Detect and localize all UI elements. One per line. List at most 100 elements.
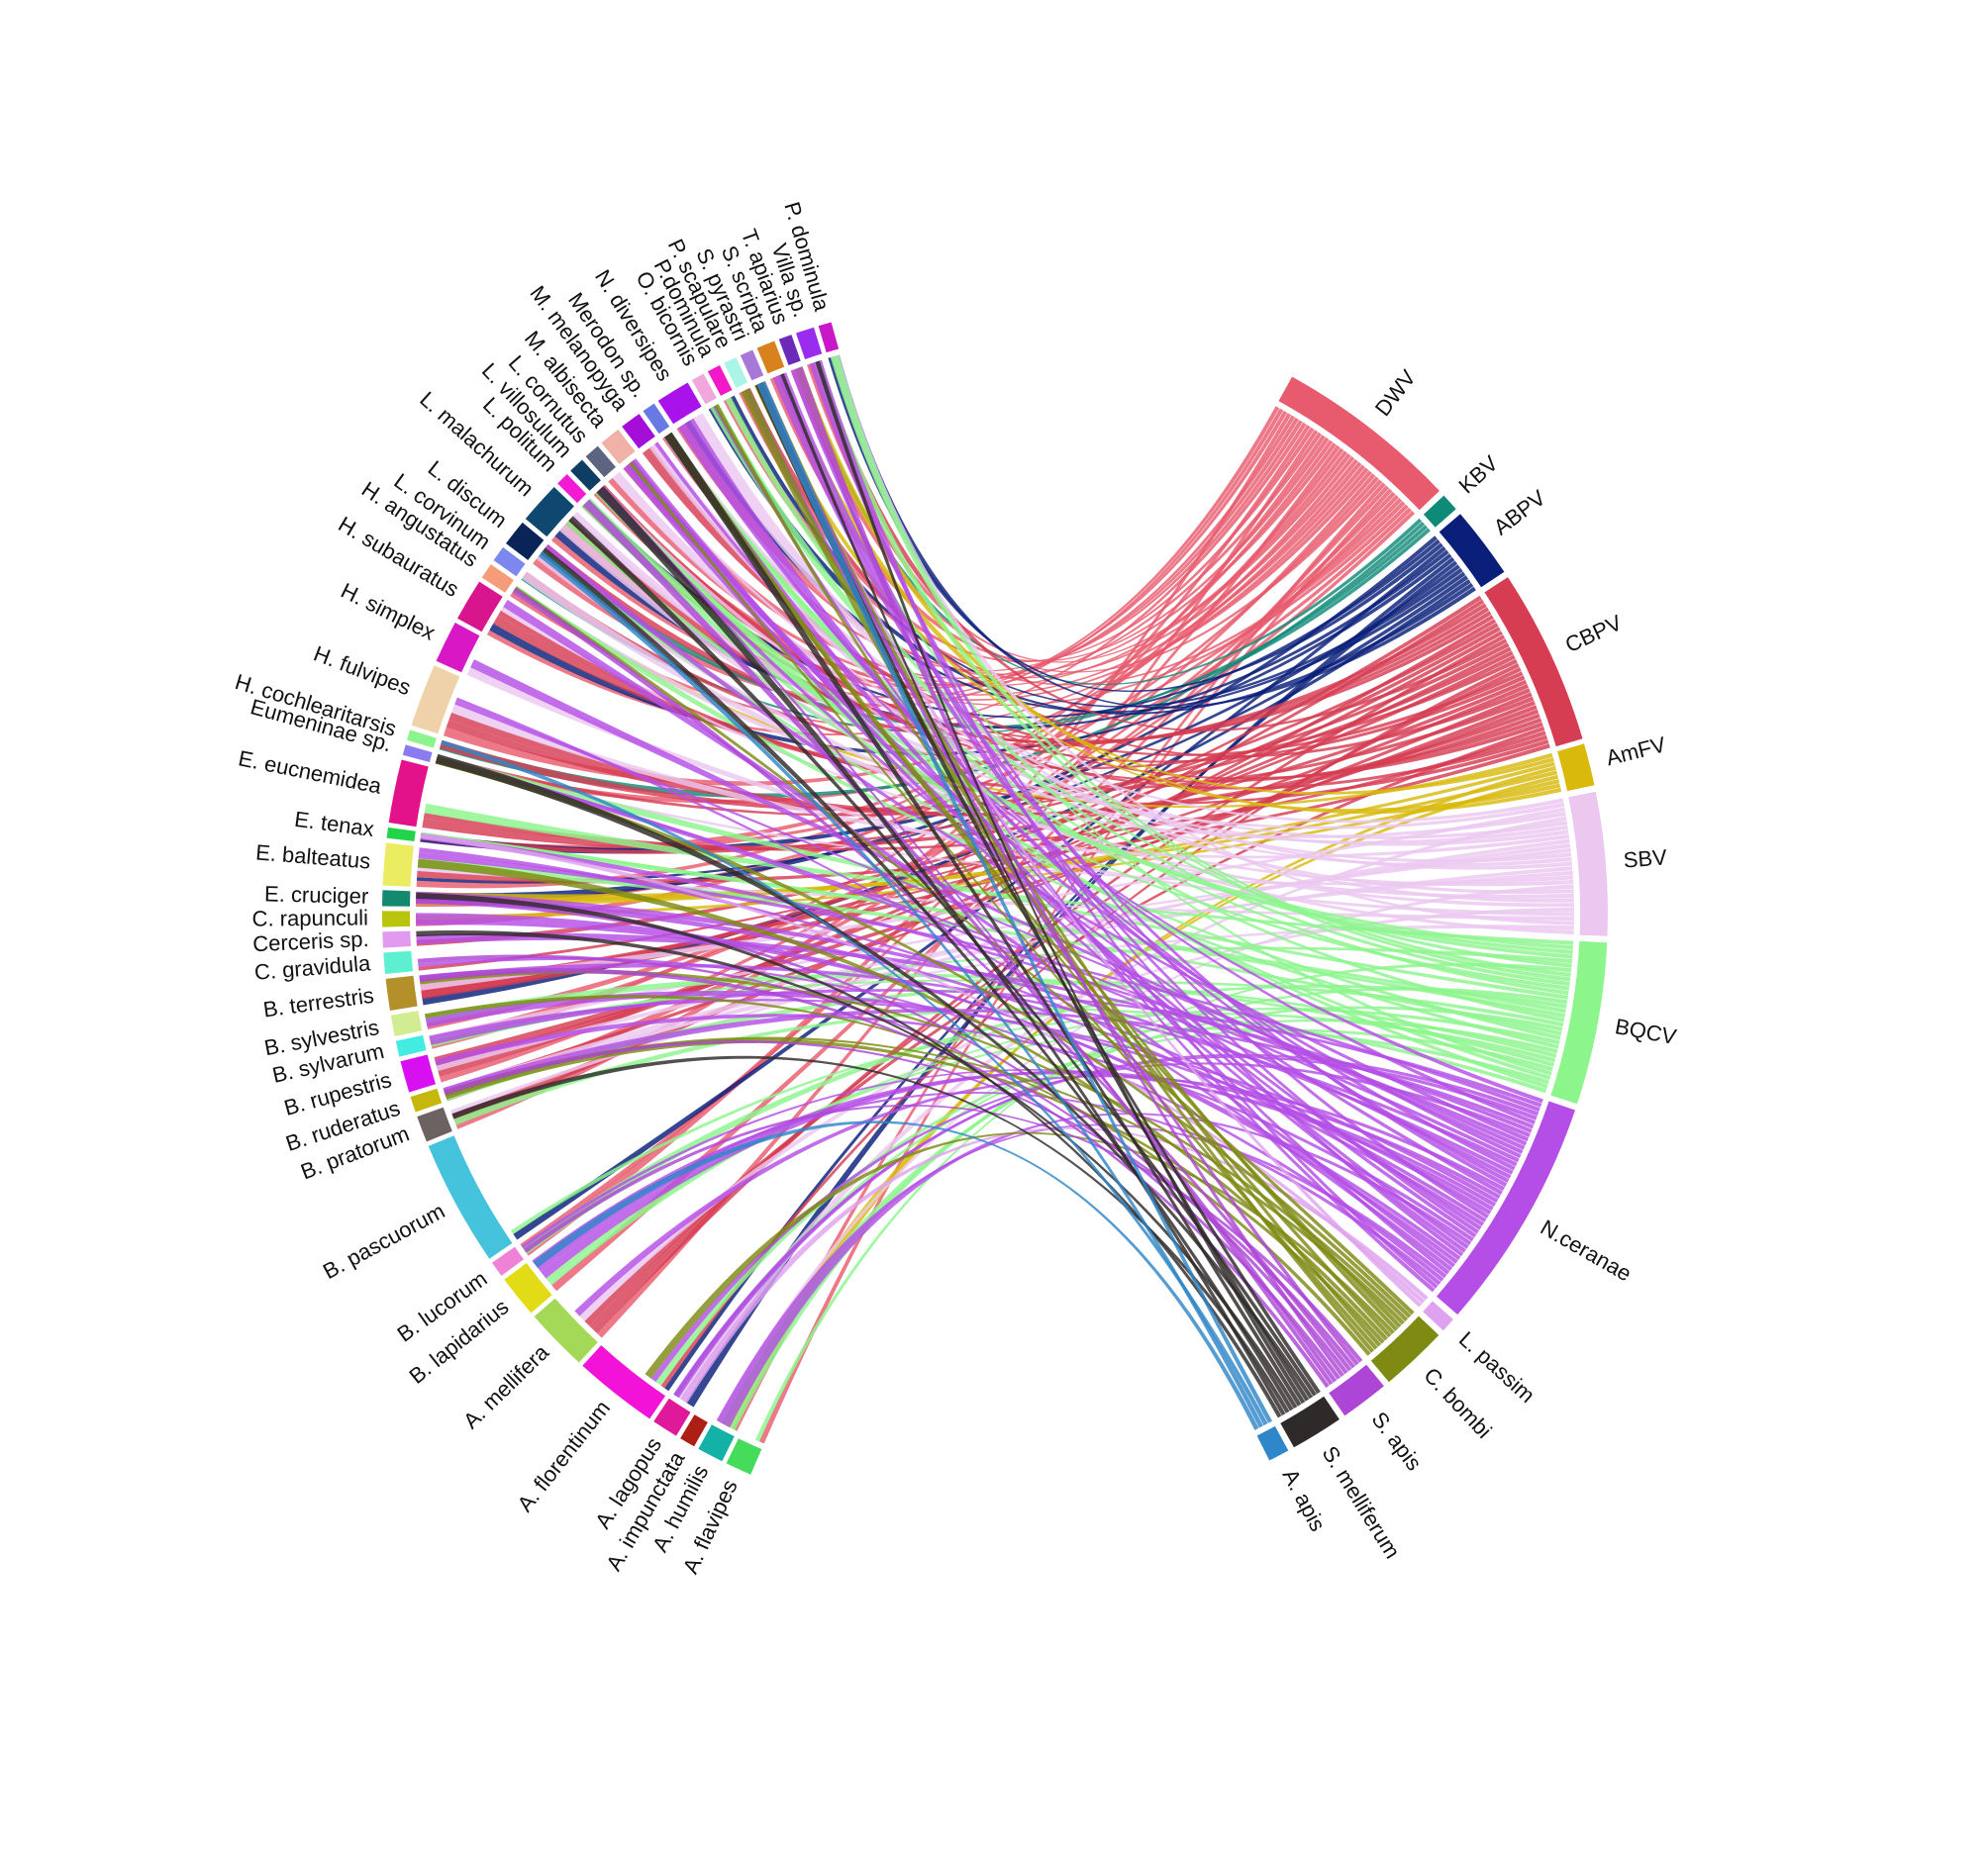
host-arc-e-balteatus (382, 842, 414, 887)
host-label-e-cruciger: E. cruciger (264, 881, 369, 908)
chord-ribbon (416, 770, 1558, 902)
host-arc-b-sylvestris (390, 1011, 423, 1036)
host-label-c-rapunculi: C. rapunculi (251, 905, 368, 930)
pathogen-arc-a-apis (1256, 1425, 1289, 1461)
host-arc-h-cochlearitarsis (407, 730, 437, 748)
pathogen-arc-n-ceranae (1437, 1101, 1575, 1315)
pathogen-arc-c-bombi (1370, 1315, 1440, 1383)
pathogen-label-s-apis: S. apis (1367, 1408, 1428, 1476)
pathogen-arc-bqcv (1550, 940, 1608, 1105)
pathogen-label-s-melliferum: S. melliferum (1318, 1442, 1406, 1563)
pathogen-label-n-ceranae: N.ceranae (1537, 1215, 1636, 1286)
host-arc-h-subauratus (457, 581, 503, 633)
host-arc-b-lapidarius (504, 1263, 552, 1314)
host-arc-a-flavipes (726, 1438, 762, 1475)
pathogen-label-abpv: ABPV (1489, 485, 1550, 540)
pathogen-label-dwv: DWV (1370, 365, 1421, 421)
pathogen-arc-kbv (1423, 495, 1456, 528)
host-arc-b-pratorum (417, 1107, 452, 1142)
host-arc-l-politum (557, 474, 587, 504)
pathogen-arc-amfv (1557, 743, 1595, 792)
pathogen-label-amfv: AmFV (1604, 731, 1669, 770)
host-arc-l-discum (506, 522, 545, 560)
host-label-h-fulvipes: H. fulvipes (310, 640, 414, 700)
host-arc-a-mellifera (534, 1298, 598, 1363)
chord-ribbon (435, 1014, 1474, 1242)
host-arc-t-apiarius (778, 335, 801, 365)
chord-ribbon (717, 884, 1574, 1423)
host-arc-h-simplex (436, 623, 480, 673)
chord-ribbon (745, 387, 1531, 758)
host-label-a-mellifera: A. mellifera (458, 1339, 554, 1433)
host-label-e-eucnemidea: E. eucnemidea (237, 745, 385, 799)
pathogen-arc-s-apis (1329, 1364, 1384, 1416)
host-arc-s-pyrastri (740, 349, 764, 381)
host-label-cerceris-sp: Cerceris sp. (252, 926, 369, 956)
host-arc-l-cornutus (585, 445, 616, 478)
pathogen-arc-s-melliferum (1280, 1396, 1340, 1448)
ribbons (415, 354, 1575, 1444)
host-arc-h-fulvipes (411, 665, 460, 734)
pathogen-arc-sbv (1568, 791, 1608, 936)
host-arc-c-gravidula (383, 950, 413, 974)
host-arc-l-villosulum (570, 459, 601, 491)
host-arc-s-scripta (756, 341, 785, 374)
chord-ribbon (584, 470, 1372, 702)
pathogen-arc-abpv (1439, 514, 1505, 588)
host-arc-b-rupestris (400, 1054, 436, 1093)
chord-ribbon (645, 1131, 1395, 1379)
host-label-b-terrestris: B. terrestris (261, 983, 375, 1022)
sector-arcs (381, 322, 1608, 1475)
host-arc-e-tenax (386, 827, 416, 841)
chord-ribbon (600, 464, 1365, 696)
host-arc-l-malachurum (525, 487, 574, 537)
host-arc-a-florentinum (582, 1345, 665, 1419)
chord-ribbon (673, 1055, 1538, 1399)
host-arc-cerceris-sp (382, 930, 411, 948)
host-arc-a-humilis (698, 1424, 735, 1462)
host-arc-b-sylvarum (395, 1034, 427, 1057)
host-arc-b-terrestris (385, 975, 418, 1011)
host-arc-a-lagopus (653, 1398, 691, 1436)
pathogen-label-c-bombi: C. bombi (1419, 1363, 1496, 1443)
pathogen-arc-l-passim (1423, 1301, 1453, 1331)
pathogen-label-a-apis: A. apis (1278, 1465, 1331, 1535)
host-arc-e-eucnemidea (388, 759, 429, 827)
chord-ribbon (721, 1113, 1472, 1428)
chord-ribbon (429, 999, 1499, 1204)
host-arc-o-bicornis (691, 373, 717, 405)
host-arc-b-lucorum (492, 1246, 524, 1276)
host-arc-villa-sp (796, 327, 823, 359)
host-label-a-florentinum: A. florentinum (512, 1396, 615, 1516)
host-label-e-tenax: E. tenax (293, 807, 375, 841)
pathogen-label-sbv: SBV (1623, 844, 1668, 872)
host-arc-p-scapulare (724, 357, 748, 388)
chord-ribbon (533, 408, 1284, 708)
pathogen-arc-cbpv (1484, 577, 1583, 747)
chord-ribbon (708, 405, 1474, 716)
chord-ribbon (662, 420, 1303, 672)
pathogen-label-kbv: KBV (1453, 450, 1503, 498)
chord-ribbon (454, 701, 1526, 1150)
host-arc-n-diversipes (657, 382, 702, 425)
pathogen-label-bqcv: BQCV (1613, 1014, 1678, 1049)
chord-ribbon (434, 700, 1536, 1065)
host-label-e-balteatus: E. balteatus (254, 839, 371, 873)
host-arc-b-pascuorum (428, 1135, 513, 1259)
host-arc-l-corvinum (493, 546, 526, 577)
host-arc-p-dominula (707, 365, 733, 396)
host-label-h-simplex: H. simplex (337, 578, 439, 645)
chord-ribbon (503, 600, 1455, 1268)
host-arc-m-melanopyga (622, 414, 655, 449)
chord-ribbon (451, 704, 1570, 859)
pathogen-arc-dwv (1278, 376, 1440, 511)
pathogen-label-cbpv: CBPV (1561, 610, 1626, 657)
host-arc-p-dominula (818, 322, 840, 353)
chord-ribbon (756, 381, 1272, 1423)
host-arc-e-cruciger (382, 890, 411, 907)
host-label-b-pascuorum: B. pascuorum (319, 1199, 448, 1285)
host-arc-h-angustatus (481, 564, 514, 593)
chord-ribbon (680, 1126, 1429, 1404)
